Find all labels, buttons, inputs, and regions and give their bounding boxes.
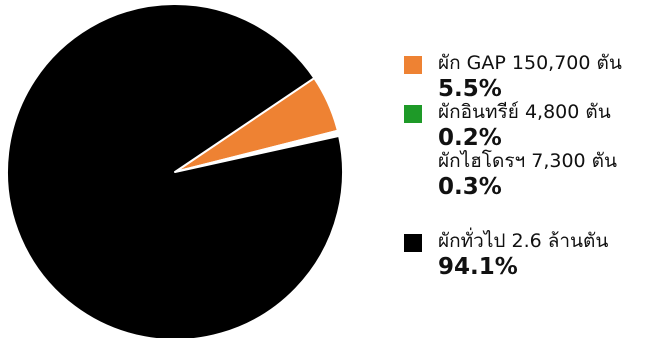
pie-slice-general	[6, 3, 344, 338]
